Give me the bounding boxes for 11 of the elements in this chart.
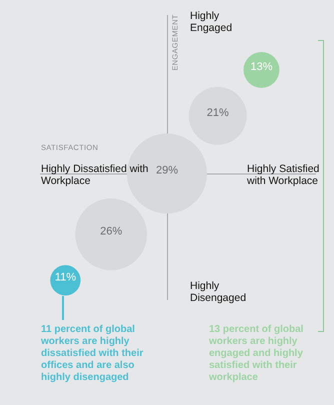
text: Highly Satisfied with Workplace — [247, 163, 320, 187]
text: Highly Engaged — [190, 10, 234, 34]
text: Highly Disengaged — [190, 280, 248, 304]
data-label: 26% — [100, 225, 122, 238]
data-label: 29% — [156, 164, 178, 177]
text: 13 percent of global workers are highly engaged and highly satisfied with their workplace — [209, 324, 304, 384]
text: 11 percent of global workers are highly dissatisfied with their offices and are also highly disengaged — [41, 324, 144, 384]
data-label: 13% — [250, 60, 273, 73]
text: Highly Dissatisfied with Workplace — [41, 163, 150, 187]
data-label: 11% — [54, 271, 76, 284]
data-label: 21% — [206, 106, 230, 119]
